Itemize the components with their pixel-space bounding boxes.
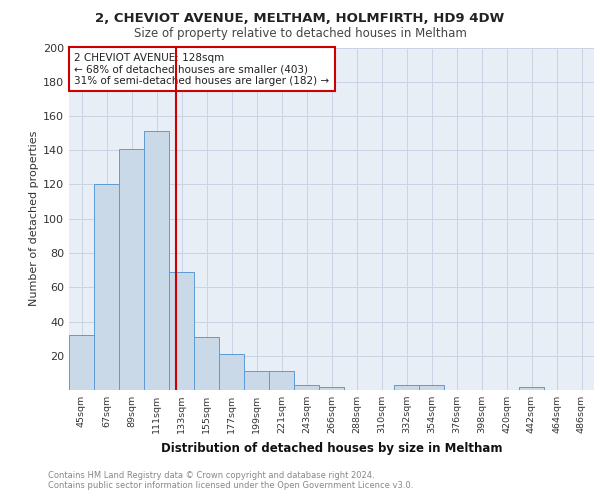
Bar (294, 385, 319, 390)
Bar (519, 386, 544, 390)
Y-axis label: Number of detached properties: Number of detached properties (29, 131, 39, 306)
Bar (69, 335, 94, 390)
Bar (94, 184, 119, 390)
Bar (194, 337, 219, 390)
Text: 2, CHEVIOT AVENUE, MELTHAM, HOLMFIRTH, HD9 4DW: 2, CHEVIOT AVENUE, MELTHAM, HOLMFIRTH, H… (95, 12, 505, 26)
Bar (244, 371, 269, 390)
Bar (419, 385, 444, 390)
Bar (269, 371, 294, 390)
Bar (319, 386, 344, 390)
Bar (219, 354, 244, 390)
Text: 2 CHEVIOT AVENUE: 128sqm
← 68% of detached houses are smaller (403)
31% of semi-: 2 CHEVIOT AVENUE: 128sqm ← 68% of detach… (74, 52, 329, 86)
Bar (394, 385, 419, 390)
Text: Size of property relative to detached houses in Meltham: Size of property relative to detached ho… (134, 28, 466, 40)
Bar (119, 148, 144, 390)
X-axis label: Distribution of detached houses by size in Meltham: Distribution of detached houses by size … (161, 442, 502, 454)
Text: Contains HM Land Registry data © Crown copyright and database right 2024.
Contai: Contains HM Land Registry data © Crown c… (48, 470, 413, 490)
Bar (169, 272, 194, 390)
Bar (144, 132, 169, 390)
